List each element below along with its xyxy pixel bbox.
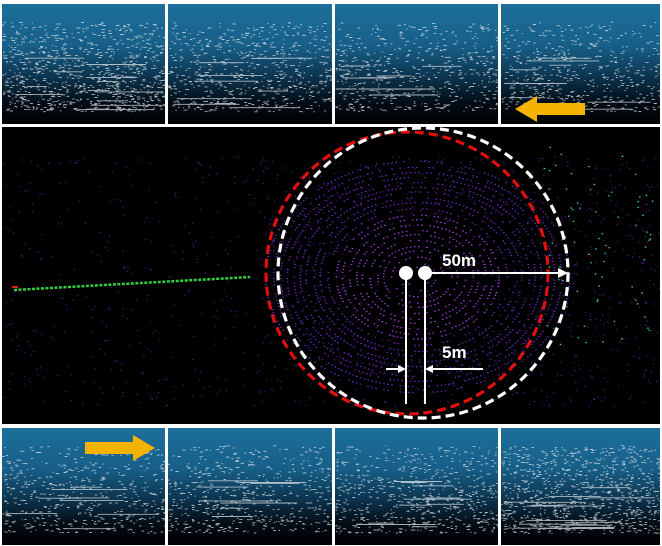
bottom-frame-4 [501, 428, 660, 545]
offset-arrowhead-left [398, 365, 406, 373]
bottom-frame-4-points [501, 445, 660, 534]
top-frame-3 [335, 4, 498, 124]
bev-point-cloud: 50m 5m [2, 127, 660, 424]
offset-arrowhead-right [425, 365, 433, 373]
offset-label: 5m [442, 343, 467, 362]
sensor-position-a [399, 266, 413, 280]
top-frame-2-points [168, 22, 332, 113]
sensor-position-b [418, 266, 432, 280]
top-frame-3-points [335, 22, 498, 113]
bottom-frame-2 [168, 428, 332, 545]
bottom-frame-1-points [2, 445, 165, 534]
arrow-right-icon [85, 435, 155, 461]
radius-label: 50m [442, 251, 477, 270]
top-frame-1-points [2, 22, 165, 113]
bottom-frame-3 [335, 428, 498, 545]
bottom-frame-3-points [335, 445, 498, 534]
bottom-frame-2-points [168, 445, 332, 534]
top-frame-4 [501, 4, 660, 124]
bev-scatter [2, 127, 660, 420]
trajectory-line [13, 275, 251, 292]
bottom-frame-1 [2, 428, 165, 545]
top-frame-2 [168, 4, 332, 124]
arrow-left-icon [515, 96, 585, 122]
radius-arrowhead [558, 268, 568, 278]
top-frame-1 [2, 4, 165, 124]
